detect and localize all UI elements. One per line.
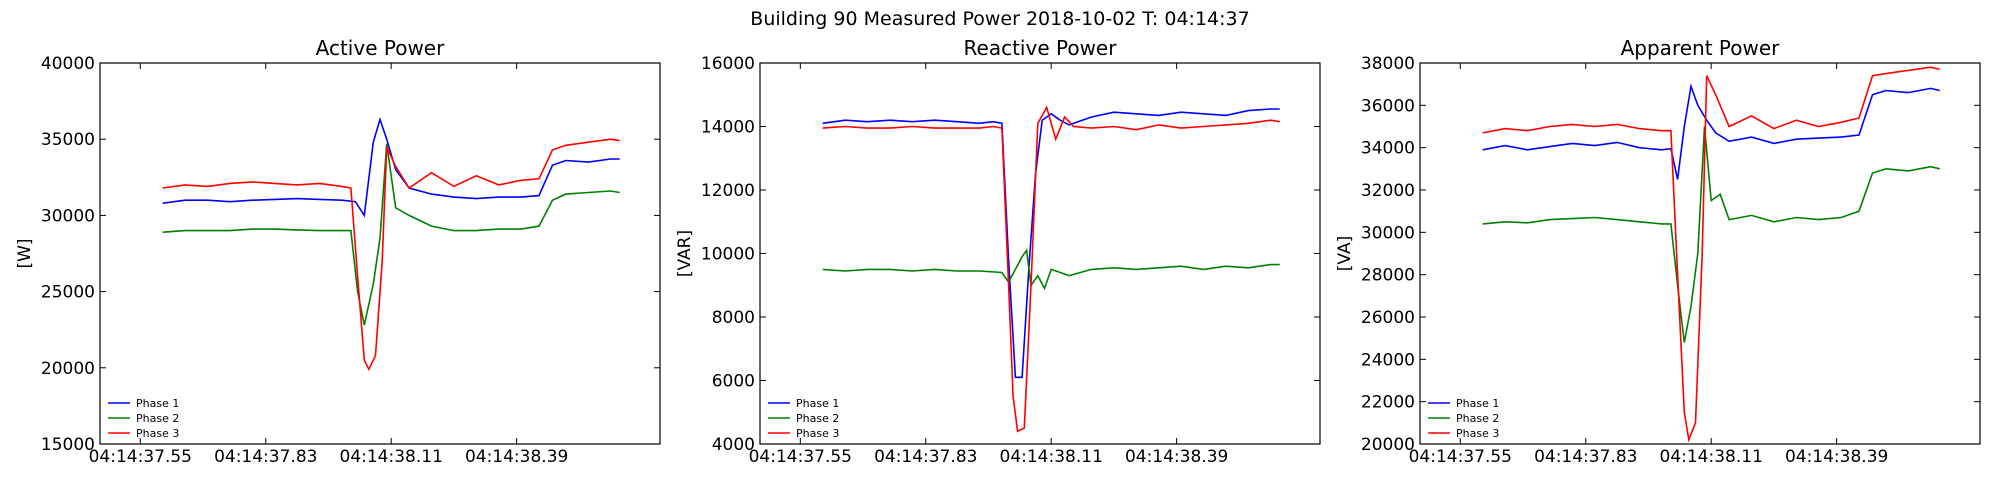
y-tick-label: 34000	[1361, 139, 1415, 159]
legend-label: Phase 2	[796, 412, 839, 425]
x-tick-label: 04:14:37.83	[1534, 447, 1637, 467]
series-line-phase-2	[822, 248, 1280, 291]
x-tick-label: 04:14:37.83	[874, 447, 977, 467]
y-axis-label: [VA]	[1335, 236, 1355, 271]
legend: Phase 1 Phase 2 Phase 3	[1428, 397, 1499, 440]
y-tick-label: 28000	[1361, 266, 1415, 286]
y-tick-label: 6000	[712, 372, 755, 392]
x-tick-label: 04:14:37.55	[749, 447, 852, 467]
y-tick-label: 22000	[1361, 393, 1415, 413]
axes-frame	[1419, 62, 1981, 445]
series-line-phase-3	[162, 138, 620, 372]
y-tick-label: 20000	[1361, 435, 1415, 455]
y-tick-label: 26000	[1361, 308, 1415, 328]
y-tick-label: 15000	[41, 435, 95, 455]
y-tick-label: 20000	[41, 359, 95, 379]
legend: Phase 1 Phase 2 Phase 3	[108, 397, 179, 440]
y-tick-label: 40000	[41, 54, 95, 74]
figure-title: Building 90 Measured Power 2018-10-02 T:…	[750, 8, 1249, 30]
y-axis-label: [VAR]	[675, 230, 695, 277]
y-tick-label: 36000	[1361, 96, 1415, 116]
subplot-1: Active Power 15000 20000 25000 30000 35000 400…	[15, 36, 661, 467]
legend-label: Phase 3	[136, 427, 179, 440]
legend: Phase 1 Phase 2 Phase 3	[768, 397, 839, 440]
x-tick-label: 04:14:38.39	[1785, 447, 1888, 467]
series-line-phase-3	[822, 105, 1280, 433]
plots-container: Active Power 15000 20000 25000 30000 35000 400…	[15, 36, 1981, 467]
series-line-phase-3	[1482, 66, 1940, 443]
y-tick-label: 4000	[712, 435, 755, 455]
x-tick-label: 04:14:38.11	[340, 447, 443, 467]
series-line-phase-1	[822, 108, 1280, 379]
y-tick-label: 12000	[701, 181, 755, 201]
x-tick-label: 04:14:38.39	[1125, 447, 1228, 467]
legend-label: Phase 3	[1456, 427, 1499, 440]
y-tick-label: 30000	[41, 206, 95, 226]
x-tick-label: 04:14:37.55	[1409, 447, 1512, 467]
legend-label: Phase 2	[1456, 412, 1499, 425]
subplot-title: Apparent Power	[1621, 36, 1781, 60]
y-tick-label: 24000	[1361, 350, 1415, 370]
subplot-2: Reactive Power 4000 6000 8000 10000 12000 1400…	[675, 36, 1321, 467]
x-tick-label: 04:14:37.55	[89, 447, 192, 467]
x-tick-label: 04:14:38.11	[1000, 447, 1103, 467]
subplot-3: Apparent Power 20000 22000 24000 26000 28000 3…	[1335, 36, 1981, 467]
subplot-title: Reactive Power	[964, 36, 1118, 60]
series-line-phase-1	[162, 116, 620, 218]
y-tick-label: 35000	[41, 130, 95, 150]
subplot-title: Active Power	[316, 36, 445, 60]
y-tick-label: 38000	[1361, 54, 1415, 74]
legend-label: Phase 1	[796, 397, 839, 410]
y-tick-label: 25000	[41, 283, 95, 303]
series-line-phase-1	[1482, 83, 1940, 180]
legend-label: Phase 1	[136, 397, 179, 410]
y-tick-label: 14000	[701, 118, 755, 138]
series-line-phase-2	[162, 143, 620, 326]
x-tick-label: 04:14:37.83	[214, 447, 317, 467]
y-tick-label: 8000	[712, 308, 755, 328]
x-tick-label: 04:14:38.11	[1660, 447, 1763, 467]
legend-label: Phase 1	[1456, 397, 1499, 410]
series-line-phase-2	[1482, 126, 1940, 343]
x-tick-label: 04:14:38.39	[465, 447, 568, 467]
y-tick-label: 30000	[1361, 223, 1415, 243]
legend-label: Phase 3	[796, 427, 839, 440]
y-tick-label: 10000	[701, 245, 755, 265]
y-tick-label: 32000	[1361, 181, 1415, 201]
y-tick-label: 16000	[701, 54, 755, 74]
axes-frame	[99, 62, 661, 445]
legend-label: Phase 2	[136, 412, 179, 425]
y-axis-label: [W]	[15, 238, 35, 268]
